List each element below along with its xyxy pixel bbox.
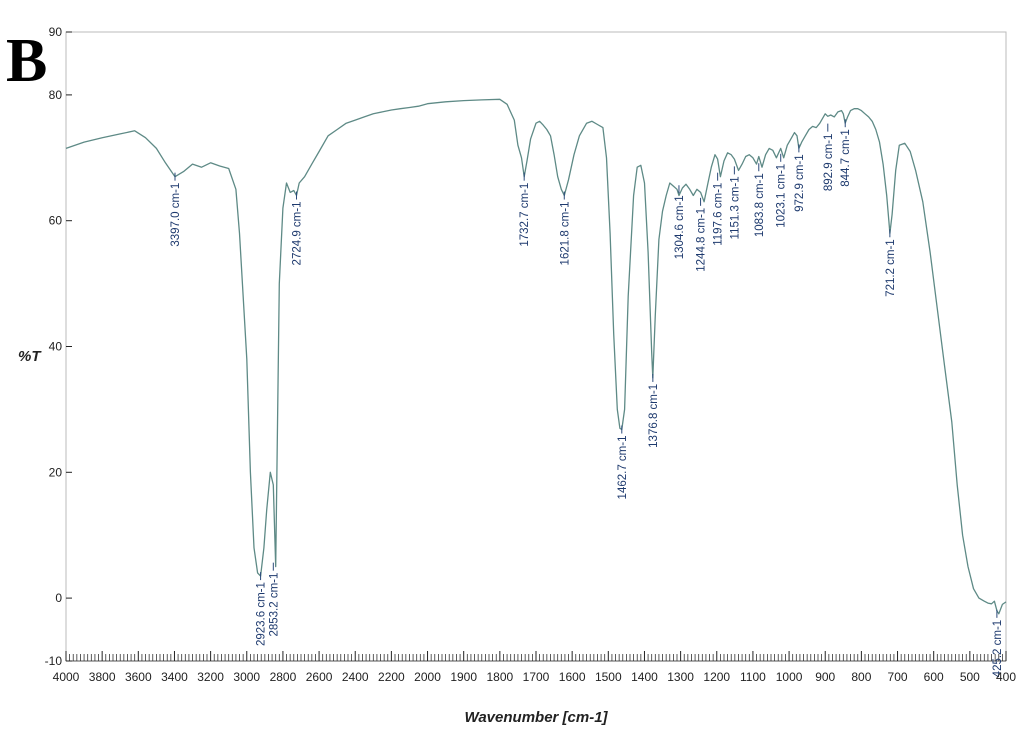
- peak-label: 1376.8 cm-1: [648, 384, 660, 448]
- x-tick-label: 900: [815, 670, 835, 684]
- peak-label: 1462.7 cm-1: [617, 436, 629, 500]
- x-tick-label: 4000: [53, 670, 80, 684]
- x-tick-label: 1100: [740, 670, 766, 684]
- x-tick-label: 1000: [776, 670, 803, 684]
- x-tick-label: 3000: [233, 670, 260, 684]
- x-tick-label: 3600: [125, 670, 152, 684]
- x-tick-label: 1700: [523, 670, 550, 684]
- x-axis-title: Wavenumber [cm-1]: [464, 709, 608, 726]
- peak-label: 2724.9 cm-1: [292, 202, 304, 266]
- peak-label: 1244.8 cm-1: [696, 208, 708, 272]
- x-tick-label: 3200: [197, 670, 224, 684]
- y-tick-label: 20: [49, 465, 63, 479]
- axis-ticks: [65, 31, 1007, 662]
- x-tick-label: 600: [924, 670, 944, 684]
- x-tick-label: 1600: [559, 670, 586, 684]
- y-tick-label: 60: [49, 214, 63, 228]
- peak-label: 425.2 cm-1: [992, 620, 1004, 678]
- peak-label: 972.9 cm-1: [794, 154, 806, 212]
- x-tick-label: 400: [996, 670, 1016, 684]
- peak-label: 721.2 cm-1: [885, 239, 897, 297]
- y-tick-label: 0: [55, 591, 62, 605]
- x-tick-label: 2000: [414, 670, 441, 684]
- peak-label: 844.7 cm-1: [840, 129, 852, 187]
- x-tick-label: 1200: [703, 670, 730, 684]
- peak-label: 1197.6 cm-1: [713, 183, 725, 246]
- peak-label: 1304.6 cm-1: [674, 195, 686, 259]
- x-tick-label: 800: [851, 670, 871, 684]
- x-tick-label: 1800: [486, 670, 513, 684]
- series-group: [65, 98, 1007, 615]
- peak-label: 1151.3 cm-1: [729, 176, 741, 239]
- plot-frame: [65, 31, 1007, 662]
- x-tick-label: 1900: [450, 670, 477, 684]
- x-tick-label: 3800: [89, 670, 116, 684]
- peak-label: 1732.7 cm-1: [519, 183, 531, 247]
- x-tick-label: 500: [960, 670, 980, 684]
- spectrum-line: [65, 98, 1007, 615]
- x-tick-label: 700: [888, 670, 908, 684]
- x-tick-label: 1500: [595, 670, 622, 684]
- x-tick-label: 2400: [342, 670, 369, 684]
- y-tick-label: 90: [49, 25, 63, 39]
- x-tick-label: 2800: [270, 670, 297, 684]
- y-tick-label: -10: [45, 654, 63, 668]
- x-tick-label: 1400: [631, 670, 658, 684]
- panel-label: B: [6, 27, 48, 95]
- x-tick-label: 3400: [161, 670, 188, 684]
- peak-label: 2853.2 cm-1: [268, 573, 280, 637]
- peak-label: 1023.1 cm-1: [776, 164, 788, 228]
- y-tick-label: 40: [49, 340, 63, 354]
- peak-label: 1083.8 cm-1: [754, 173, 766, 237]
- y-axis-title: %T: [18, 348, 42, 365]
- peak-label: 3397.0 cm-1: [170, 183, 182, 247]
- y-tick-label: 80: [49, 88, 63, 102]
- peak-label: 1621.8 cm-1: [559, 202, 571, 266]
- peak-label: 892.9 cm-1: [823, 134, 835, 192]
- peak-label: 2923.6 cm-1: [256, 582, 268, 646]
- x-tick-label: 1300: [667, 670, 694, 684]
- x-tick-label: 2600: [306, 670, 333, 684]
- x-tick-label: 2200: [378, 670, 405, 684]
- axis-labels-group: 4000 3800 3600 3400 3200 3000 2800 2600 2400 2200…: [45, 25, 1017, 684]
- peak-labels-group: 3397.0 cm-1 2923.6 cm-1 2853.2 cm-1 2724.9 …: [170, 119, 1004, 677]
